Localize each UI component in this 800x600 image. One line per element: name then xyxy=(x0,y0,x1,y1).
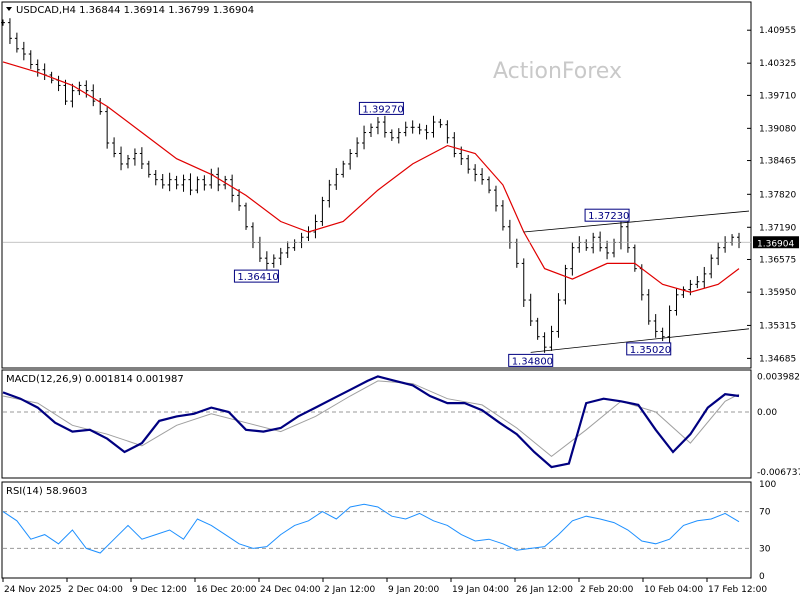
time-tick-label: 26 Jan 12:00 xyxy=(516,585,573,595)
time-tick-label: 10 Feb 04:00 xyxy=(644,585,703,595)
time-tick-label: 9 Jan 20:00 xyxy=(388,585,440,595)
callout-label: 1.36410 xyxy=(237,272,278,283)
callout-box xyxy=(358,101,404,115)
chart-header: USDCAD,H4 1.36844 1.36914 1.36799 1.3690… xyxy=(6,5,254,16)
callout-box xyxy=(233,269,279,283)
macd-tick-label: 0.003982 xyxy=(757,373,800,383)
macd-title: MACD(12,26,9) 0.001814 0.001987 xyxy=(6,374,184,385)
price-tick-label: 1.37820 xyxy=(759,190,796,200)
price-axis: 1.40955 1.40325 1.39710 1.39080 1.38465 1.378… xyxy=(747,26,796,364)
macd-panel-frame xyxy=(1,369,752,479)
callout-box xyxy=(584,208,630,222)
time-tick-label: 19 Jan 04:00 xyxy=(452,585,509,595)
time-tick-label: 2 Dec 04:00 xyxy=(68,585,123,595)
watermark: ActionForex xyxy=(493,59,622,84)
time-tick-label: 24 Dec 04:00 xyxy=(260,585,321,595)
price-tick-label: 1.40325 xyxy=(759,59,796,69)
price-tick-label: 1.37190 xyxy=(759,223,796,233)
price-tick-label: 1.39710 xyxy=(759,91,796,101)
callout-label: 1.39270 xyxy=(362,104,403,115)
rsi-layer xyxy=(2,503,740,554)
price-callout: 1.35020 xyxy=(626,342,672,356)
callout-box xyxy=(626,342,672,356)
callout-label: 1.35020 xyxy=(630,345,671,356)
symbol-line: USDCAD,H4 1.36844 1.36914 1.36799 1.3690… xyxy=(16,5,254,16)
rsi-tick-label: 70 xyxy=(759,508,771,518)
channel-layer xyxy=(523,210,750,353)
price-tick-label: 1.35315 xyxy=(759,321,796,331)
moving-average-line xyxy=(2,61,740,293)
macd-tick-label: 0.00 xyxy=(757,408,777,418)
price-callout: 1.34800 xyxy=(508,353,554,367)
callout-box xyxy=(508,353,554,367)
callout-label: 1.34800 xyxy=(512,356,553,367)
dropdown-triangle-icon[interactable] xyxy=(6,7,12,11)
price-tick-label: 1.40955 xyxy=(759,26,796,36)
time-tick-label: 17 Feb 12:00 xyxy=(708,585,767,595)
rsi-tick-label: 0 xyxy=(759,572,765,582)
macd-signal-line xyxy=(2,380,740,458)
time-tick-label: 16 Dec 20:00 xyxy=(196,585,257,595)
price-tick-label: 1.36575 xyxy=(759,255,796,265)
current-price-box xyxy=(753,236,799,249)
time-axis: 24 Nov 2025 2 Dec 04:00 9 Dec 12:00 16 Dec … xyxy=(2,578,767,595)
rsi-title: RSI(14) 58.9603 xyxy=(6,486,87,497)
moving-average-layer xyxy=(2,61,740,293)
price-tick-label: 1.34685 xyxy=(759,354,796,364)
rsi-axis: 100 70 30 0 xyxy=(3,480,776,582)
rsi-line xyxy=(2,503,740,554)
candles xyxy=(1,18,741,353)
time-tick-label: 2 Feb 20:00 xyxy=(580,585,634,595)
price-callout: 1.36410 xyxy=(233,269,279,283)
channel-upper-line xyxy=(523,210,750,233)
macd-layer xyxy=(2,375,740,469)
current-price-marker: 1.36904 xyxy=(3,236,799,249)
macd-axis: 0.003982 0.00 -0.006737 xyxy=(3,373,800,478)
rsi-panel-frame xyxy=(1,481,752,579)
time-tick-label: 2 Jan 12:00 xyxy=(324,585,376,595)
price-tick-label: 1.35950 xyxy=(759,288,796,298)
macd-tick-label: -0.006737 xyxy=(757,468,800,478)
price-callout: 1.39270 xyxy=(358,101,404,115)
rsi-tick-label: 100 xyxy=(759,480,776,490)
price-tick-label: 1.38465 xyxy=(759,157,796,167)
callouts: 1.39270 1.36410 1.37230 1.34800 1.35020 xyxy=(233,101,672,367)
time-tick-label: 9 Dec 12:00 xyxy=(132,585,187,595)
current-price-label: 1.36904 xyxy=(757,239,794,249)
price-panel-frame xyxy=(1,1,752,369)
rsi-tick-label: 30 xyxy=(759,544,771,554)
time-tick-label: 24 Nov 2025 xyxy=(4,585,62,595)
price-callout: 1.37230 xyxy=(584,208,630,222)
channel-lower-line xyxy=(530,328,750,353)
price-tick-label: 1.39080 xyxy=(759,124,796,134)
callout-label: 1.37230 xyxy=(588,211,629,222)
macd-line xyxy=(2,375,740,469)
